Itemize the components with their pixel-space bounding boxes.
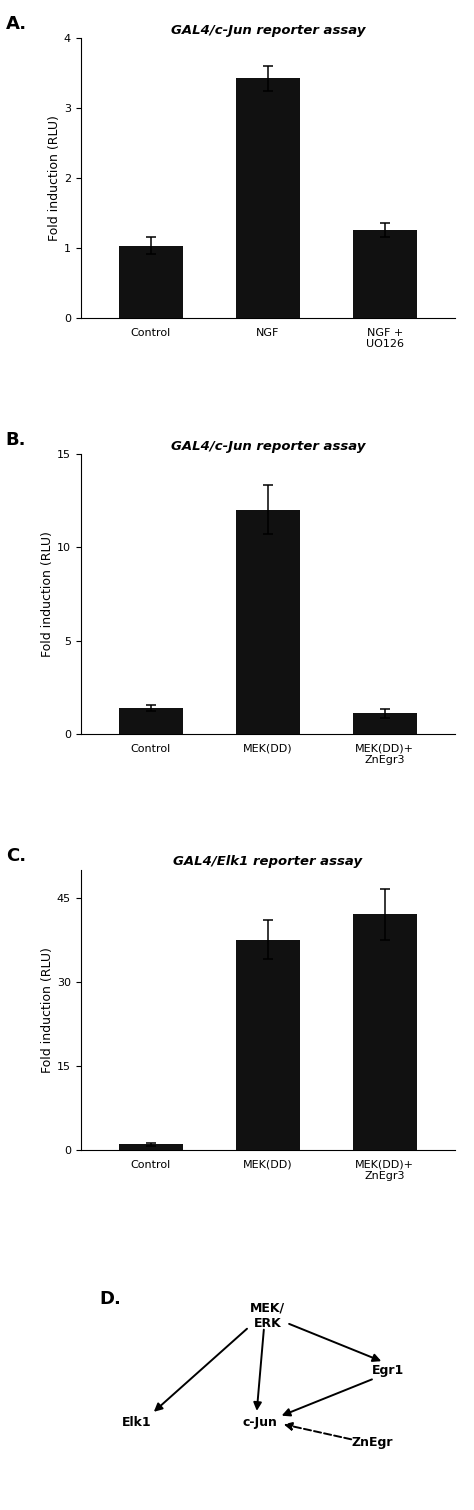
Text: Egr1: Egr1 xyxy=(372,1364,404,1377)
Bar xyxy=(118,246,183,319)
Text: MEK/
ERK: MEK/ ERK xyxy=(250,1302,285,1330)
Y-axis label: Fold induction (RLU): Fold induction (RLU) xyxy=(41,947,54,1072)
Title: GAL4/Elk1 reporter assay: GAL4/Elk1 reporter assay xyxy=(173,856,362,868)
Y-axis label: Fold induction (RLU): Fold induction (RLU) xyxy=(41,532,54,657)
Bar xyxy=(236,510,300,734)
Bar xyxy=(353,713,417,734)
Bar xyxy=(236,79,300,319)
Bar xyxy=(353,915,417,1151)
Text: c-Jun: c-Jun xyxy=(243,1416,278,1430)
Y-axis label: Fold induction (RLU): Fold induction (RLU) xyxy=(48,115,61,242)
Text: A.: A. xyxy=(6,15,27,33)
Bar xyxy=(236,939,300,1151)
Text: C.: C. xyxy=(6,847,26,865)
Bar xyxy=(118,1145,183,1151)
Title: GAL4/c-Jun reporter assay: GAL4/c-Jun reporter assay xyxy=(171,24,365,36)
Title: GAL4/c-Jun reporter assay: GAL4/c-Jun reporter assay xyxy=(171,439,365,453)
Bar xyxy=(353,231,417,319)
Text: B.: B. xyxy=(6,432,26,450)
Bar xyxy=(118,708,183,734)
Text: ZnEgr: ZnEgr xyxy=(352,1436,393,1450)
Text: D.: D. xyxy=(100,1290,121,1308)
Text: Elk1: Elk1 xyxy=(122,1416,152,1430)
